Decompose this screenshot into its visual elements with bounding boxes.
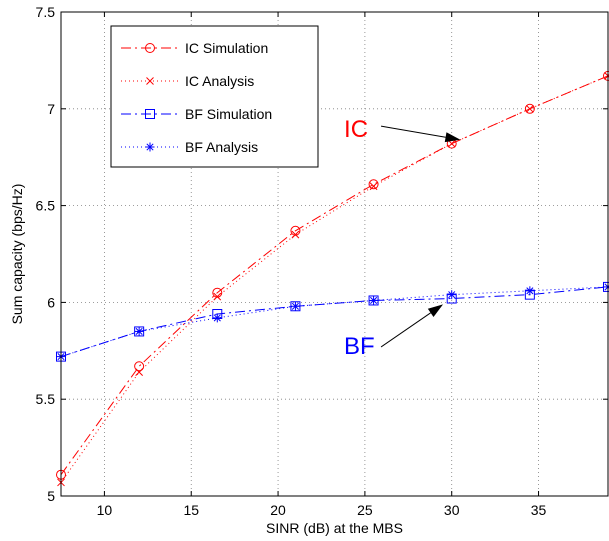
y-tick-label: 6 (47, 294, 55, 310)
x-tick-label: 35 (531, 502, 547, 518)
legend-marker (145, 43, 155, 53)
legend-item: BF Analysis (121, 139, 258, 155)
annotation-bf: BF (344, 304, 444, 360)
data-point (290, 301, 300, 311)
arrow-shaft (380, 125, 446, 138)
data-point (524, 103, 535, 114)
data-point (369, 295, 379, 305)
y-axis-label: Sum capacity (bps/Hz) (9, 184, 25, 325)
arrow-shaft (380, 312, 431, 348)
annotations: IC BF (344, 116, 461, 360)
legend-marker (145, 142, 155, 152)
x-tick-label: 25 (357, 502, 373, 518)
data-point (134, 361, 145, 372)
data-point (368, 179, 379, 190)
annotation-ic: IC (344, 116, 461, 143)
legend-item: IC Analysis (121, 73, 254, 89)
data-point (135, 368, 143, 376)
axes (60, 11, 609, 497)
y-tick-label: 7.5 (36, 4, 56, 20)
arrow-head (444, 132, 461, 143)
y-tick-label: 5.5 (36, 391, 56, 407)
data-point (212, 313, 222, 323)
data-point (525, 286, 535, 296)
legend-label: BF Analysis (185, 139, 258, 155)
series-line (60, 286, 609, 358)
legend-label: BF Simulation (185, 106, 272, 122)
legend: IC Simulation IC Analysis BF Simulation BF … (110, 25, 319, 168)
series-line (60, 75, 609, 475)
x-tick-label: 10 (97, 502, 113, 518)
legend-marker (146, 77, 154, 85)
data-point (369, 182, 378, 191)
legend-label: IC Simulation (185, 40, 268, 56)
annotation-label: BF (344, 333, 375, 360)
arrow-head (427, 304, 444, 317)
y-tick-label: 6.5 (36, 198, 56, 214)
legend-marker (145, 109, 155, 119)
legend-item: IC Simulation (121, 40, 268, 56)
series-bf-simulation (56, 281, 609, 362)
series-bf-analysis (56, 282, 609, 362)
plot-frame (60, 11, 609, 497)
data-point (291, 230, 300, 239)
x-tick-label: 20 (270, 502, 286, 518)
x-tick-label: 15 (183, 502, 199, 518)
y-tick-label: 7 (47, 101, 55, 117)
x-axis-label: SINR (dB) at the MBS (266, 520, 403, 536)
annotation-label: IC (344, 116, 368, 143)
x-tick-label: 30 (444, 502, 460, 518)
data-point (213, 292, 222, 301)
data-point (134, 326, 144, 336)
tick-labels: 10 15 20 25 30 35 5 5.5 6 6.5 7 7.5 (36, 4, 547, 518)
legend-item: BF Simulation (121, 106, 272, 122)
series-line (60, 286, 609, 358)
data-point (447, 290, 457, 300)
legend-label: IC Analysis (185, 73, 254, 89)
data-point (526, 104, 534, 113)
y-tick-label: 5 (47, 488, 55, 504)
